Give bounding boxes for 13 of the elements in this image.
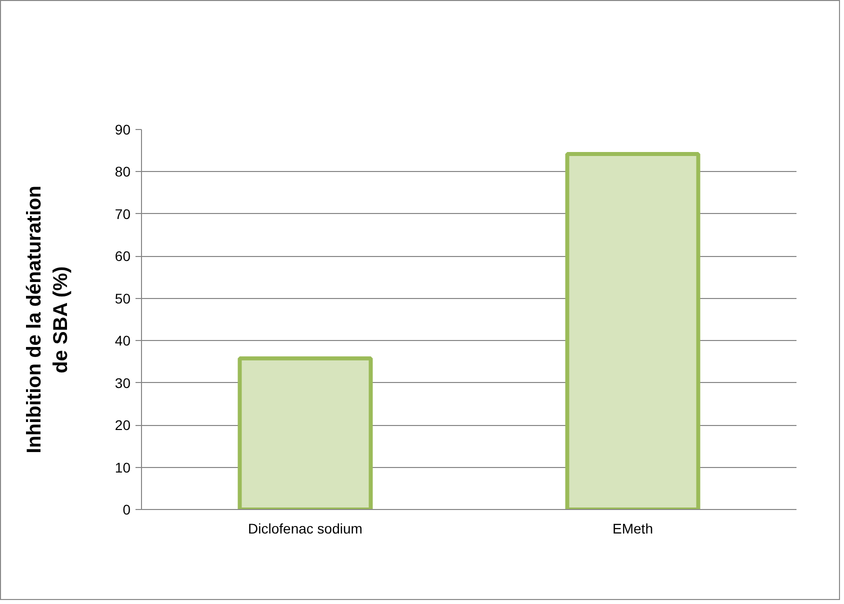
x-tick-label: Diclofenac sodium (248, 520, 362, 536)
y-tick-label: 10 (114, 459, 131, 476)
y-tick-label: 20 (114, 417, 131, 434)
y-tick-label: 40 (114, 332, 131, 349)
y-tick-label: 60 (114, 248, 131, 264)
y-tick-label: 50 (114, 290, 131, 306)
y-tick-label: 0 (122, 502, 131, 518)
x-tick-label: EMeth (612, 520, 653, 536)
y-tick-label: 90 (114, 122, 131, 138)
y-axis-title: Inhibition de la dénaturation de SBA (%) (24, 186, 72, 454)
y-tick-label: 30 (114, 374, 131, 391)
y-tick-label: 80 (114, 164, 131, 180)
y-tick-label: 70 (114, 206, 131, 222)
